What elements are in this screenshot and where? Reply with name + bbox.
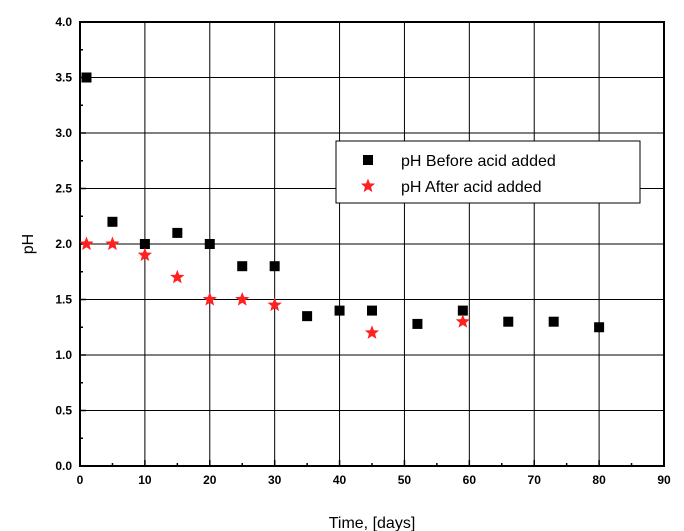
before-acid-point	[204, 239, 215, 249]
grid	[80, 22, 664, 466]
plot-frame	[79, 21, 665, 467]
data-marks	[79, 72, 605, 339]
y-tick-label: 3.5	[55, 71, 72, 85]
after-acid-point	[267, 297, 282, 312]
tick-labels: 0 10 20 30 40 50 60 70 80 90 0.0 0.5 1.0 1.5 2.0 2.5 3.0…	[55, 15, 671, 487]
y-tick-label: 3.0	[55, 126, 72, 140]
before-acid-point	[594, 322, 605, 333]
after-acid-point	[79, 236, 94, 251]
before-acid-point	[457, 305, 468, 316]
after-acid-point	[202, 292, 217, 306]
y-tick-label: 2.5	[55, 182, 72, 196]
after-acid-point	[364, 325, 380, 339]
before-acid-point	[367, 305, 377, 316]
y-tick-label: 0.5	[55, 404, 72, 418]
before-acid-point	[503, 316, 514, 327]
before-acid-point	[548, 316, 559, 327]
before-acid-point	[172, 227, 183, 238]
x-tick-label: 60	[463, 473, 477, 487]
after-acid-point	[235, 292, 250, 306]
legend-marker	[363, 155, 373, 165]
y-tick-label: 4.0	[55, 15, 72, 29]
before-acid-point	[269, 261, 280, 272]
legend-label: pH Before acid added	[401, 153, 556, 170]
series-after-acid	[79, 236, 470, 339]
x-tick-label: 90	[657, 473, 671, 487]
x-tick-label: 0	[77, 473, 84, 487]
x-tick-label: 70	[528, 473, 542, 487]
before-acid-point	[107, 216, 118, 227]
legend-label: pH After acid added	[401, 179, 542, 196]
x-tick-label: 30	[268, 473, 282, 487]
x-tick-label: 20	[203, 473, 217, 487]
after-acid-point	[455, 314, 470, 328]
before-acid-point	[334, 305, 345, 316]
x-axis-title: Time, [days]	[329, 515, 416, 531]
series-before-acid	[81, 72, 605, 333]
after-acid-point	[170, 269, 185, 284]
before-acid-point	[302, 311, 313, 322]
x-tick-label: 50	[398, 473, 412, 487]
x-tick-label: 80	[592, 473, 606, 487]
before-acid-point	[139, 239, 150, 249]
legend: pH Before acid added pH After acid added	[335, 140, 641, 204]
y-tick-label: 1.5	[55, 293, 72, 307]
x-tick-label: 10	[138, 473, 152, 487]
before-acid-point	[237, 261, 248, 272]
y-tick-label: 1.0	[55, 348, 72, 362]
legend-marker	[360, 178, 376, 193]
y-axis-title: pH	[20, 234, 37, 254]
x-tick-label: 40	[333, 473, 347, 487]
after-acid-point	[137, 247, 153, 262]
before-acid-point	[81, 72, 92, 83]
before-acid-point	[412, 318, 423, 329]
legend-box	[335, 140, 641, 204]
after-acid-point	[105, 236, 120, 251]
y-tick-label: 0.0	[55, 459, 72, 473]
y-tick-label: 2.0	[55, 237, 72, 251]
